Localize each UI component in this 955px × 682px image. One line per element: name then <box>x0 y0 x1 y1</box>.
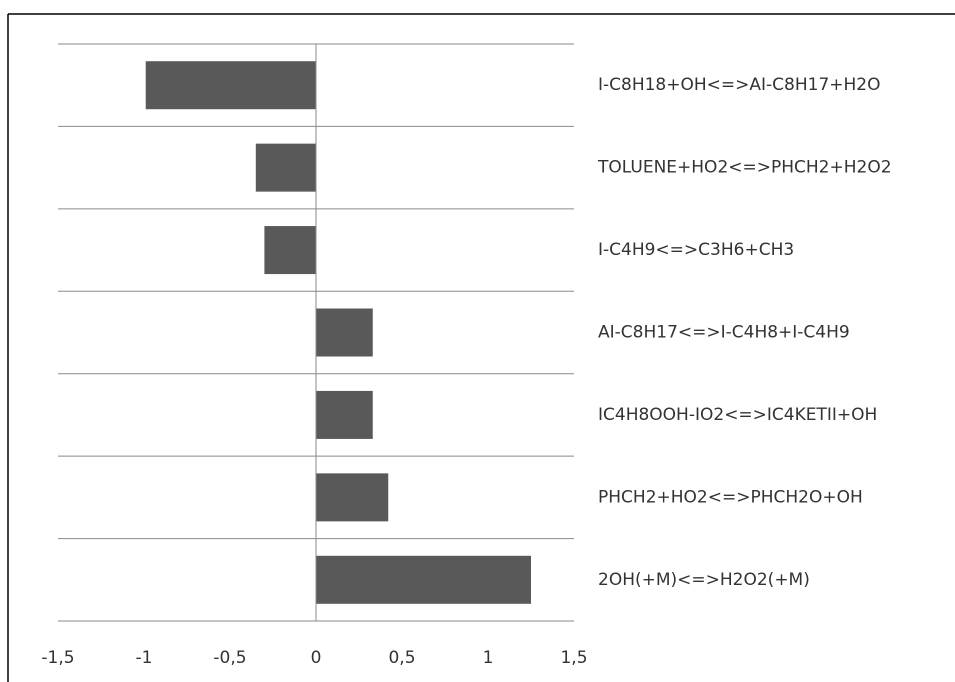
x-tick-label: 1 <box>483 648 494 668</box>
x-tick-label: 1,5 <box>560 648 587 668</box>
category-label: 2OH(+M)<=>H2O2(+M) <box>598 570 810 590</box>
x-tick-label: 0 <box>311 648 322 668</box>
x-tick-label: -0,5 <box>213 648 246 668</box>
category-label: I-C4H9<=>C3H6+CH3 <box>598 240 794 260</box>
bar <box>316 309 373 357</box>
chart: -1,5 -1 -0,5 0 0,5 1 1,5 I-C8H18+OH<=>AI-C8H17+… <box>0 0 955 682</box>
bar <box>146 61 316 109</box>
category-label: I-C8H18+OH<=>AI-C8H17+H2O <box>598 75 881 95</box>
x-tick-label: -1 <box>136 648 153 668</box>
x-tick-label: 0,5 <box>388 648 415 668</box>
category-label: PHCH2+HO2<=>PHCH2O+OH <box>598 487 863 507</box>
bar <box>316 473 388 521</box>
x-tick-label: -1,5 <box>41 648 74 668</box>
bar <box>316 391 373 439</box>
category-label: AI-C8H17<=>I-C4H8+I-C4H9 <box>598 323 850 343</box>
category-label: TOLUENE+HO2<=>PHCH2+H2O2 <box>597 158 892 178</box>
category-label: IC4H8OOH-IO2<=>IC4KETII+OH <box>598 405 877 425</box>
bar <box>256 144 316 192</box>
bar <box>264 226 316 274</box>
bar <box>316 556 531 604</box>
